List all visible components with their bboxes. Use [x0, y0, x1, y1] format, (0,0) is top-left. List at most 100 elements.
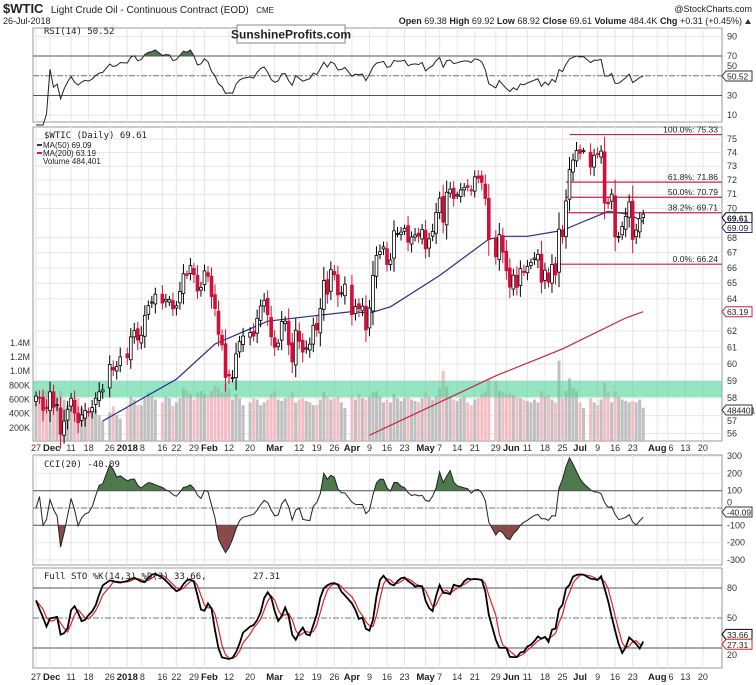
- candle-body: [150, 301, 154, 304]
- candle: [501, 227, 505, 263]
- candle: [34, 391, 38, 407]
- volume-bar: [132, 399, 136, 441]
- fibonacci-label: 100.0%: 75.33: [663, 125, 718, 135]
- candle: [262, 292, 266, 313]
- x-tick-label: 22: [171, 443, 181, 453]
- candle-body: [609, 193, 614, 202]
- candle-body: [357, 303, 361, 310]
- candle-body: [374, 255, 379, 277]
- chart-title: $WTIC Light Crude Oil - Continuous Contr…: [3, 0, 274, 17]
- candle-body: [251, 331, 256, 337]
- volume-bar: [129, 396, 133, 441]
- volume-bar: [638, 399, 642, 441]
- candle-body: [627, 201, 631, 218]
- candle: [385, 241, 389, 272]
- candle-body: [388, 259, 393, 265]
- volume-bar: [497, 391, 501, 441]
- candle: [297, 322, 302, 350]
- volume-bar: [45, 391, 49, 441]
- candle: [139, 326, 144, 350]
- x-tick-label: 16: [382, 672, 392, 682]
- candle: [522, 264, 526, 276]
- cci-panel-frame: [32, 454, 723, 566]
- candle: [44, 399, 49, 414]
- candle: [392, 220, 396, 272]
- candle: [472, 170, 477, 198]
- candle: [441, 184, 445, 234]
- candle: [153, 287, 158, 314]
- candle: [100, 383, 105, 399]
- candle-body: [416, 232, 421, 237]
- candle-body: [90, 407, 94, 413]
- volume-bar: [438, 388, 442, 441]
- candle-body: [300, 339, 305, 353]
- candle: [188, 258, 193, 281]
- high-label: High: [449, 16, 469, 26]
- candle: [272, 330, 277, 356]
- high-value: 69.92: [472, 16, 495, 26]
- price-tick-label: 67: [727, 248, 737, 258]
- rsi-tick-label: 10: [727, 110, 737, 120]
- volume-bar: [146, 392, 150, 441]
- candle-body: [539, 253, 544, 283]
- cci-tick-label: 300: [727, 451, 742, 461]
- candle-body: [592, 154, 596, 168]
- candle: [465, 179, 470, 192]
- volume-bar: [297, 399, 301, 441]
- candle-body: [206, 272, 210, 277]
- volume-bar: [592, 402, 596, 441]
- candle: [444, 180, 449, 240]
- volume-bar: [185, 391, 189, 441]
- x-tick-label: 26: [329, 672, 339, 682]
- volume-bar: [52, 400, 56, 441]
- price-tick-label: 72: [727, 175, 737, 185]
- candle-body: [441, 195, 445, 223]
- volume-bar: [396, 398, 400, 441]
- candle-body: [339, 292, 344, 295]
- volume-bar: [571, 388, 575, 441]
- candle-body: [325, 279, 330, 295]
- volume-bar: [111, 406, 115, 441]
- volume-bar: [294, 402, 298, 441]
- candle: [353, 298, 358, 321]
- candle-body: [423, 229, 428, 250]
- candle-body: [536, 253, 540, 261]
- candle-body: [385, 248, 389, 265]
- x-tick-label: 6: [668, 672, 673, 682]
- volume-bar: [273, 391, 277, 441]
- candle-body: [353, 306, 358, 315]
- candle: [437, 191, 442, 220]
- candle-body: [455, 194, 459, 197]
- volume-bar: [153, 399, 157, 441]
- candle-body: [430, 231, 435, 237]
- candle-body: [532, 257, 537, 261]
- volume-bar: [101, 420, 105, 441]
- volume-bar: [248, 402, 252, 441]
- volume-bar: [501, 392, 505, 441]
- volume-bar: [115, 415, 119, 441]
- candle-body: [476, 175, 481, 179]
- candle: [118, 347, 123, 373]
- candle-body: [371, 274, 375, 312]
- candle-body: [560, 230, 565, 237]
- volume-bar: [452, 399, 456, 441]
- x-tick-label: Feb: [201, 672, 218, 683]
- candle: [455, 191, 459, 200]
- candle-body: [160, 293, 165, 304]
- cci-value-tag-box: [721, 506, 753, 518]
- volume-bar: [325, 396, 329, 441]
- candle: [255, 309, 259, 344]
- candle: [37, 390, 42, 405]
- candle-body: [634, 229, 639, 238]
- x-tick-label: Jun: [503, 443, 520, 454]
- candle: [634, 223, 639, 245]
- cci-tick-label: -100: [727, 520, 745, 530]
- candle-body: [462, 186, 467, 191]
- candle: [276, 339, 280, 351]
- ma200-value-tag: 63.19: [727, 307, 749, 317]
- volume-bar: [357, 393, 361, 441]
- candle: [199, 281, 203, 297]
- candle-body: [167, 299, 172, 303]
- x-tick-label: Jul: [573, 443, 587, 454]
